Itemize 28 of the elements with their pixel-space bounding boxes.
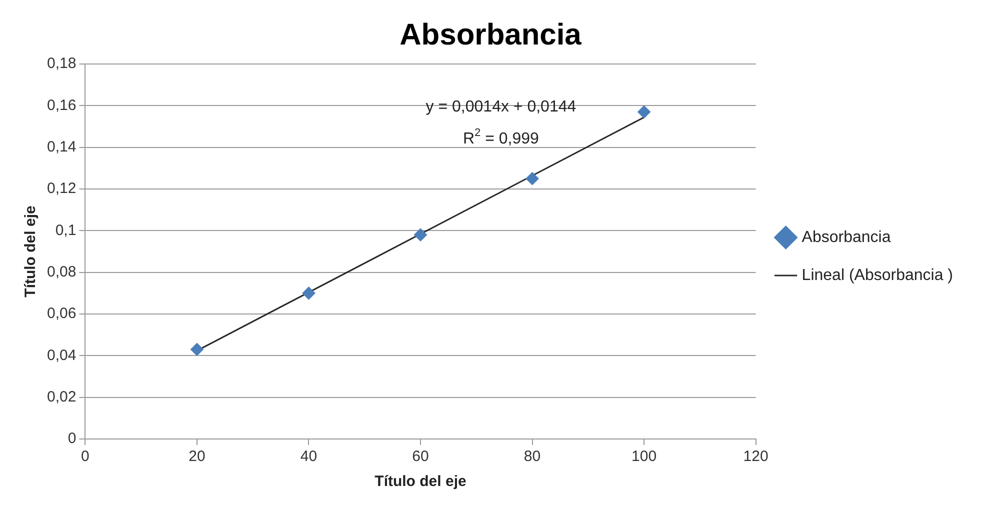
- y-tick-label: 0: [68, 430, 76, 448]
- point: [414, 228, 427, 242]
- y-axis-title: Título del eje: [22, 206, 40, 298]
- y-tick-label: 0,04: [46, 346, 76, 364]
- x-tick-label: 120: [743, 448, 768, 466]
- x-tick-label: 20: [188, 448, 206, 466]
- x-tick-label: 80: [524, 448, 541, 466]
- chart-title: Absorbancia: [400, 18, 582, 52]
- y-tick-label: 0,12: [46, 180, 76, 198]
- y-tick-label: 0,14: [46, 138, 76, 156]
- annotation: y = 0,0014x + 0,0144: [426, 98, 576, 116]
- y-tick-label: 0,16: [46, 96, 76, 114]
- x-tick-label: 0: [81, 448, 90, 466]
- y-tick-label: 0,02: [46, 388, 76, 406]
- x-axis-title: Título del eje: [374, 473, 466, 490]
- legend-label: Absorbancia: [802, 228, 891, 246]
- x-tick-label: 40: [300, 448, 318, 466]
- y-tick-label: 0,06: [46, 305, 76, 322]
- legend-label: Lineal (Absorbancia ): [802, 266, 954, 284]
- point: [190, 342, 204, 356]
- point: [302, 286, 316, 300]
- point: [526, 172, 539, 186]
- point: [638, 105, 651, 118]
- x-tick-label: 100: [632, 448, 657, 466]
- x-tick-label: 60: [412, 448, 429, 466]
- y-tick-label: 0,18: [46, 55, 76, 72]
- y-tick-label: 0,1: [55, 222, 76, 239]
- y-tick-label: 0,08: [46, 263, 76, 280]
